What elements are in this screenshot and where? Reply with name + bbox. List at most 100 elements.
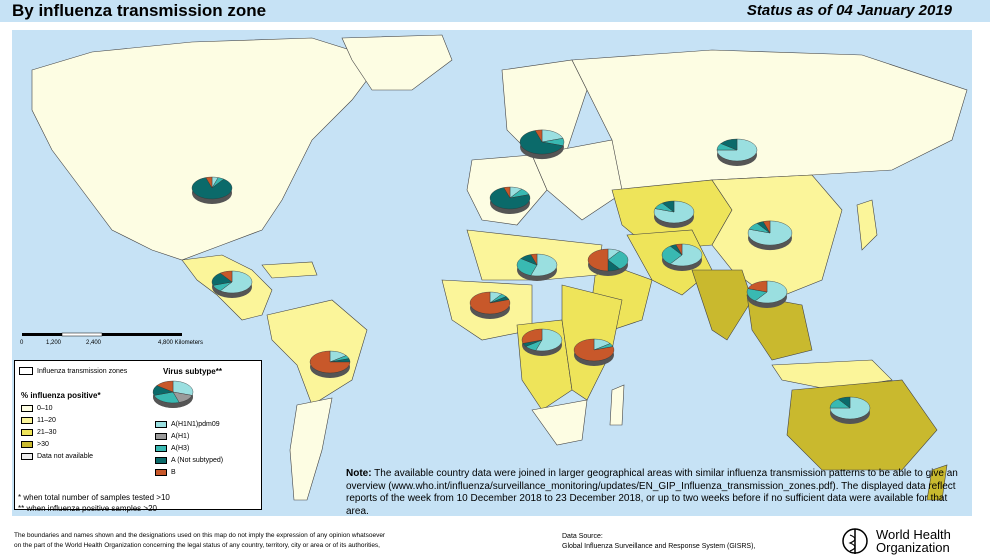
pie-slice	[521, 328, 543, 344]
pie-slice	[530, 253, 558, 277]
pie-chart-oceania	[829, 396, 871, 424]
pie-slice	[519, 130, 564, 155]
note-text: Note: The available country data were jo…	[346, 468, 966, 518]
legend-positive-item: 21–30	[21, 429, 56, 436]
legend-zones-label: Influenza transmission zones	[37, 367, 128, 375]
legend-subtype-label: A(H1N1)pdm09	[171, 421, 220, 428]
legend-positive-label: 11–20	[37, 417, 56, 424]
region-south-america-south	[289, 397, 333, 501]
region-australia	[786, 379, 938, 471]
legend-positive-label: Data not available	[37, 453, 94, 460]
scale-bar-graphic	[22, 332, 182, 337]
legend-subtype-item: A (Not subtyped)	[155, 457, 223, 464]
data-source: Data Source: Global Influenza Surveillan…	[562, 532, 755, 552]
legend-positive-swatch	[21, 405, 33, 412]
region-caribbean	[261, 261, 318, 279]
note-label: Note:	[346, 468, 372, 479]
who-logo: World Health Organization	[838, 526, 951, 556]
legend-sample-pie	[152, 380, 194, 408]
pie-slice	[309, 350, 351, 374]
pie-slice	[754, 280, 788, 304]
pie-layer	[191, 129, 871, 424]
legend-positive-item: Data not available	[21, 453, 93, 460]
pie-slice	[219, 270, 233, 283]
pie-slice	[534, 129, 543, 143]
pie-slice	[716, 138, 758, 162]
pie-chart-east-asia	[747, 220, 793, 251]
pie-chart-eastern-europe	[716, 138, 758, 166]
pie-slice	[153, 391, 180, 404]
pie-slice	[720, 138, 738, 151]
region-south-asia	[691, 269, 753, 341]
region-north-america	[31, 37, 383, 261]
pie-slice	[172, 380, 194, 396]
pie-slice	[675, 243, 683, 256]
legend-subtype-label: B	[171, 469, 176, 476]
pie-chart-middle-east	[587, 248, 629, 276]
pie-slice	[607, 250, 629, 270]
legend-positive-label: 0–10	[37, 405, 53, 412]
pie-slice	[747, 280, 768, 293]
region-south-america-north	[266, 299, 368, 406]
pie-slice	[156, 380, 174, 393]
who-name-line-1: World Health	[876, 527, 951, 542]
region-greenland	[341, 34, 453, 91]
pie-slice	[661, 245, 683, 265]
legend-positive-swatch	[21, 417, 33, 424]
pie-slice	[837, 396, 851, 409]
pie-chart-central-asia	[653, 200, 695, 228]
legend-subtype-swatch	[155, 445, 167, 452]
header-bar: By influenza transmission zone Status as…	[0, 0, 990, 22]
pie-slice	[762, 220, 771, 234]
legend-positive-swatch	[21, 441, 33, 448]
pie-slice	[516, 258, 538, 276]
region-eastern-europe	[531, 139, 628, 221]
pie-chart-east-africa	[573, 338, 615, 366]
legend-zones-row: Influenza transmission zones	[19, 367, 127, 375]
legend-subtype-label: A (Not subtyped)	[171, 457, 224, 464]
pie-chart-northern-africa	[516, 253, 558, 281]
legend-subtype-swatch	[155, 457, 167, 464]
pie-chart-middle-africa	[521, 328, 563, 356]
map-legend: Influenza transmission zones % influenza…	[14, 360, 262, 510]
pie-slice	[535, 328, 563, 352]
legend-positive-label: 21–30	[37, 429, 57, 436]
scale-tick-0: 0	[20, 340, 24, 346]
map-svg	[31, 34, 968, 501]
disclaimer: The boundaries and names shown and the d…	[14, 531, 534, 551]
scale-bar: 0 1,200 2,400 4,800 Kilometers	[18, 330, 218, 354]
note-body: The available country data were joined i…	[346, 468, 958, 517]
region-madagascar	[609, 384, 625, 426]
legend-positive-item: 11–20	[21, 417, 56, 424]
page-title: By influenza transmission zone	[12, 1, 267, 20]
legend-subtype-swatch	[155, 421, 167, 428]
pie-chart-central-america	[211, 270, 253, 298]
legend-subtype-item: A(H1)	[155, 433, 189, 440]
pie-chart-north-america	[191, 176, 233, 204]
legend-subtype-title: Virus subtype**	[163, 367, 222, 376]
legend-positive-swatch	[21, 453, 33, 460]
who-name-line-2: Organization	[876, 540, 950, 555]
footnote-1: * when total number of samples tested >1…	[18, 493, 170, 502]
legend-subtype-item: A(H1N1)pdm09	[155, 421, 220, 428]
pie-chart-western-europe	[489, 186, 531, 214]
who-emblem-icon	[842, 528, 868, 554]
pie-slice	[503, 186, 511, 199]
pie-slice	[661, 200, 675, 213]
legend-positive-item: >30	[21, 441, 49, 448]
region-japan	[856, 199, 878, 251]
disclaimer-line-1: The boundaries and names shown and the d…	[14, 532, 386, 539]
legend-positive-label: >30	[37, 441, 49, 448]
region-new-zealand	[926, 464, 948, 501]
legend-pie-slices	[152, 380, 194, 408]
pie-slice	[469, 291, 511, 315]
pie-chart-west-africa	[469, 291, 511, 319]
legend-subtype-item: A(H3)	[155, 445, 189, 452]
legend-zones-swatch	[19, 367, 33, 375]
footnote-2: ** when influenza positive samples >20	[18, 504, 157, 513]
pie-chart-northern-europe	[519, 129, 565, 160]
legend-subtype-item: B	[155, 469, 176, 476]
footnotes: * when total number of samples tested >1…	[18, 492, 170, 514]
pie-slice	[530, 253, 538, 266]
legend-subtype-label: A(H3)	[171, 445, 190, 452]
